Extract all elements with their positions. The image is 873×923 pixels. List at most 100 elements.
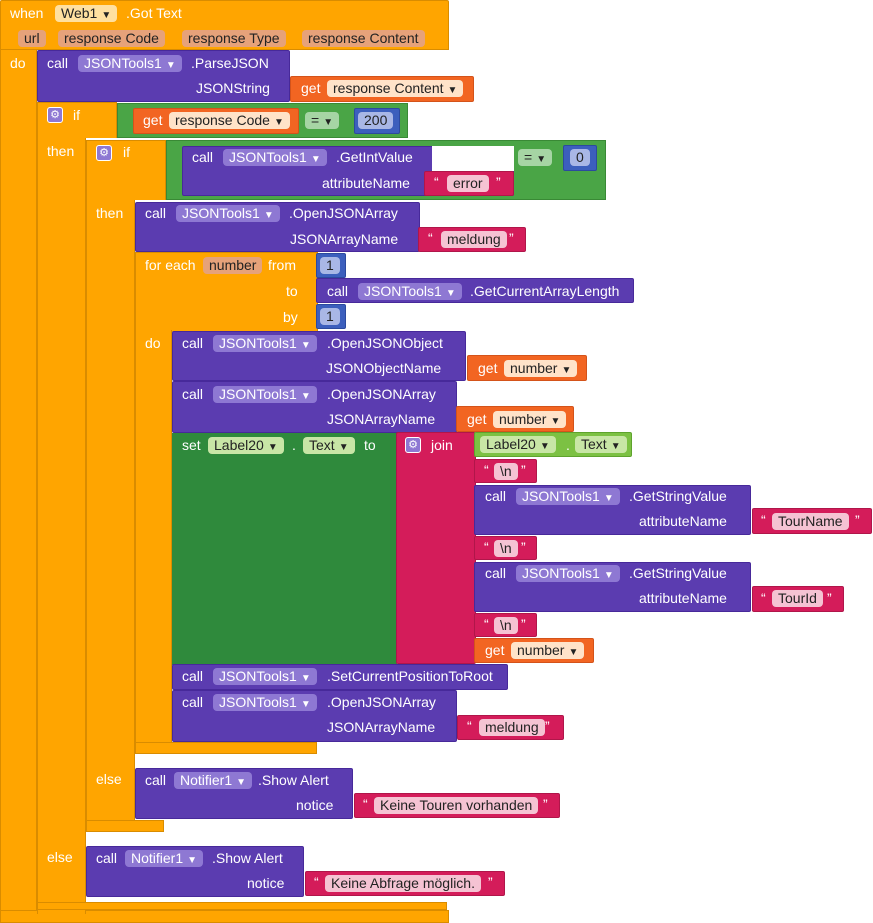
quote-close: ” bbox=[488, 874, 493, 890]
set-property-dropdown[interactable]: Text ▼ bbox=[303, 437, 355, 454]
component-dropdown[interactable]: JSONTools1 ▼ bbox=[213, 335, 317, 352]
component-dropdown[interactable]: JSONTools1 ▼ bbox=[78, 55, 182, 72]
call-open-json-object-block[interactable] bbox=[172, 331, 466, 381]
quote-open: “ bbox=[484, 616, 489, 632]
join-block[interactable] bbox=[396, 432, 476, 664]
event-block-body-spine bbox=[0, 50, 37, 912]
quote-close: ” bbox=[827, 590, 832, 606]
component-dropdown[interactable]: JSONTools1 ▼ bbox=[223, 149, 327, 166]
if-block-error-footer bbox=[86, 820, 164, 832]
component-dropdown[interactable]: JSONTools1 ▼ bbox=[358, 283, 462, 300]
component-dropdown[interactable]: JSONTools1 ▼ bbox=[176, 205, 280, 222]
do-label: do bbox=[145, 335, 161, 351]
operator-dropdown[interactable]: = ▼ bbox=[305, 112, 340, 129]
when-label: when bbox=[10, 5, 44, 21]
component-dropdown[interactable]: JSONTools1 ▼ bbox=[213, 694, 317, 711]
component-dropdown[interactable]: JSONTools1 ▼ bbox=[213, 668, 317, 685]
string-value[interactable]: error bbox=[447, 175, 489, 192]
param-response-type[interactable]: response Type bbox=[182, 30, 286, 47]
call-show-alert-block[interactable] bbox=[86, 846, 304, 897]
string-value[interactable]: TourId bbox=[772, 590, 823, 607]
if-block-error-spine bbox=[86, 200, 135, 832]
get-label: get bbox=[478, 360, 498, 376]
component-dropdown[interactable]: JSONTools1 ▼ bbox=[213, 386, 317, 403]
arg-label-attributename: attributeName bbox=[639, 513, 727, 529]
method-label: .GetStringValue bbox=[629, 565, 727, 581]
arg-label-attributename: attributeName bbox=[322, 175, 410, 191]
mutator-gear-icon[interactable]: ⚙ bbox=[96, 145, 112, 161]
to-label: to bbox=[364, 437, 376, 453]
string-value[interactable]: Keine Abfrage möglich. bbox=[325, 875, 481, 892]
call-label: call bbox=[485, 488, 507, 504]
call-label: call bbox=[182, 335, 204, 351]
getter-property-dropdown[interactable]: Text ▼ bbox=[575, 436, 627, 453]
event-name-label: .Got Text bbox=[126, 5, 182, 21]
quote-close: ” bbox=[509, 230, 514, 246]
string-value[interactable]: meldung bbox=[441, 231, 507, 248]
variable-dropdown[interactable]: number ▼ bbox=[493, 411, 567, 428]
quote-close: ” bbox=[496, 174, 501, 190]
method-label: .OpenJSONArray bbox=[327, 694, 436, 710]
param-response-code[interactable]: response Code bbox=[58, 30, 165, 47]
number-value[interactable]: 1 bbox=[320, 308, 340, 325]
number-value[interactable]: 1 bbox=[320, 257, 340, 274]
loop-variable[interactable]: number bbox=[203, 257, 263, 274]
mutator-gear-icon[interactable]: ⚙ bbox=[47, 107, 63, 123]
arg-label-jsonarrayname: JSONArrayName bbox=[290, 231, 399, 247]
string-value[interactable]: \n bbox=[494, 463, 518, 480]
operator-dropdown[interactable]: = ▼ bbox=[518, 149, 553, 166]
quote-open: “ bbox=[761, 512, 766, 528]
param-response-content[interactable]: response Content bbox=[302, 30, 425, 47]
for-each-spine bbox=[135, 330, 172, 754]
set-component-dropdown[interactable]: Label20 ▼ bbox=[208, 437, 284, 454]
mutator-gear-icon[interactable]: ⚙ bbox=[405, 437, 421, 453]
arg-label-jsonstring: JSONString bbox=[196, 80, 270, 96]
variable-dropdown[interactable]: response Content ▼ bbox=[327, 80, 464, 97]
to-label: to bbox=[286, 283, 298, 299]
then-label: then bbox=[96, 205, 124, 221]
param-url[interactable]: url bbox=[18, 30, 46, 47]
quote-open: “ bbox=[467, 718, 472, 734]
variable-dropdown[interactable]: response Code ▼ bbox=[169, 112, 290, 129]
string-value[interactable]: TourName bbox=[772, 513, 849, 530]
component-dropdown[interactable]: Notifier1 ▼ bbox=[125, 850, 204, 867]
call-label: call bbox=[145, 772, 167, 788]
get-label: get bbox=[301, 80, 321, 96]
quote-open: “ bbox=[314, 874, 319, 890]
string-value[interactable]: \n bbox=[494, 617, 518, 634]
string-value[interactable]: meldung bbox=[479, 719, 545, 736]
variable-dropdown[interactable]: number ▼ bbox=[504, 360, 578, 377]
string-value[interactable]: Keine Touren vorhanden bbox=[374, 797, 539, 814]
method-label: .Show Alert bbox=[212, 850, 283, 866]
from-label: from bbox=[268, 257, 296, 273]
if-label: if bbox=[123, 144, 130, 160]
event-component-dropdown[interactable]: Web1 ▼ bbox=[55, 5, 118, 22]
else-label: else bbox=[96, 771, 122, 787]
quote-open: “ bbox=[363, 796, 368, 812]
get-label: get bbox=[485, 642, 505, 658]
component-dropdown[interactable]: Notifier1 ▼ bbox=[174, 772, 253, 789]
variable-dropdown[interactable]: number ▼ bbox=[511, 642, 585, 659]
by-label: by bbox=[283, 309, 298, 325]
method-label: .OpenJSONObject bbox=[327, 335, 443, 351]
method-label: .OpenJSONArray bbox=[289, 205, 398, 221]
set-label-text-block[interactable] bbox=[172, 433, 397, 665]
quote-open: “ bbox=[484, 462, 489, 478]
quote-close: ” bbox=[521, 616, 526, 632]
quote-close: ” bbox=[855, 512, 860, 528]
join-label: join bbox=[431, 437, 453, 453]
do-label: do bbox=[10, 55, 26, 71]
call-label: call bbox=[485, 565, 507, 581]
method-label: .GetStringValue bbox=[629, 488, 727, 504]
call-label: call bbox=[192, 149, 214, 165]
arg-label-notice: notice bbox=[247, 875, 285, 891]
getter-component-dropdown[interactable]: Label20 ▼ bbox=[480, 436, 556, 453]
get-label: get bbox=[467, 411, 487, 427]
number-value[interactable]: 0 bbox=[570, 149, 590, 166]
number-value[interactable]: 200 bbox=[358, 112, 394, 129]
component-dropdown[interactable]: JSONTools1 ▼ bbox=[516, 565, 620, 582]
quote-open: “ bbox=[434, 174, 439, 190]
arg-label-jsonarrayname: JSONArrayName bbox=[327, 411, 436, 427]
component-dropdown[interactable]: JSONTools1 ▼ bbox=[516, 488, 620, 505]
string-value[interactable]: \n bbox=[494, 540, 518, 557]
